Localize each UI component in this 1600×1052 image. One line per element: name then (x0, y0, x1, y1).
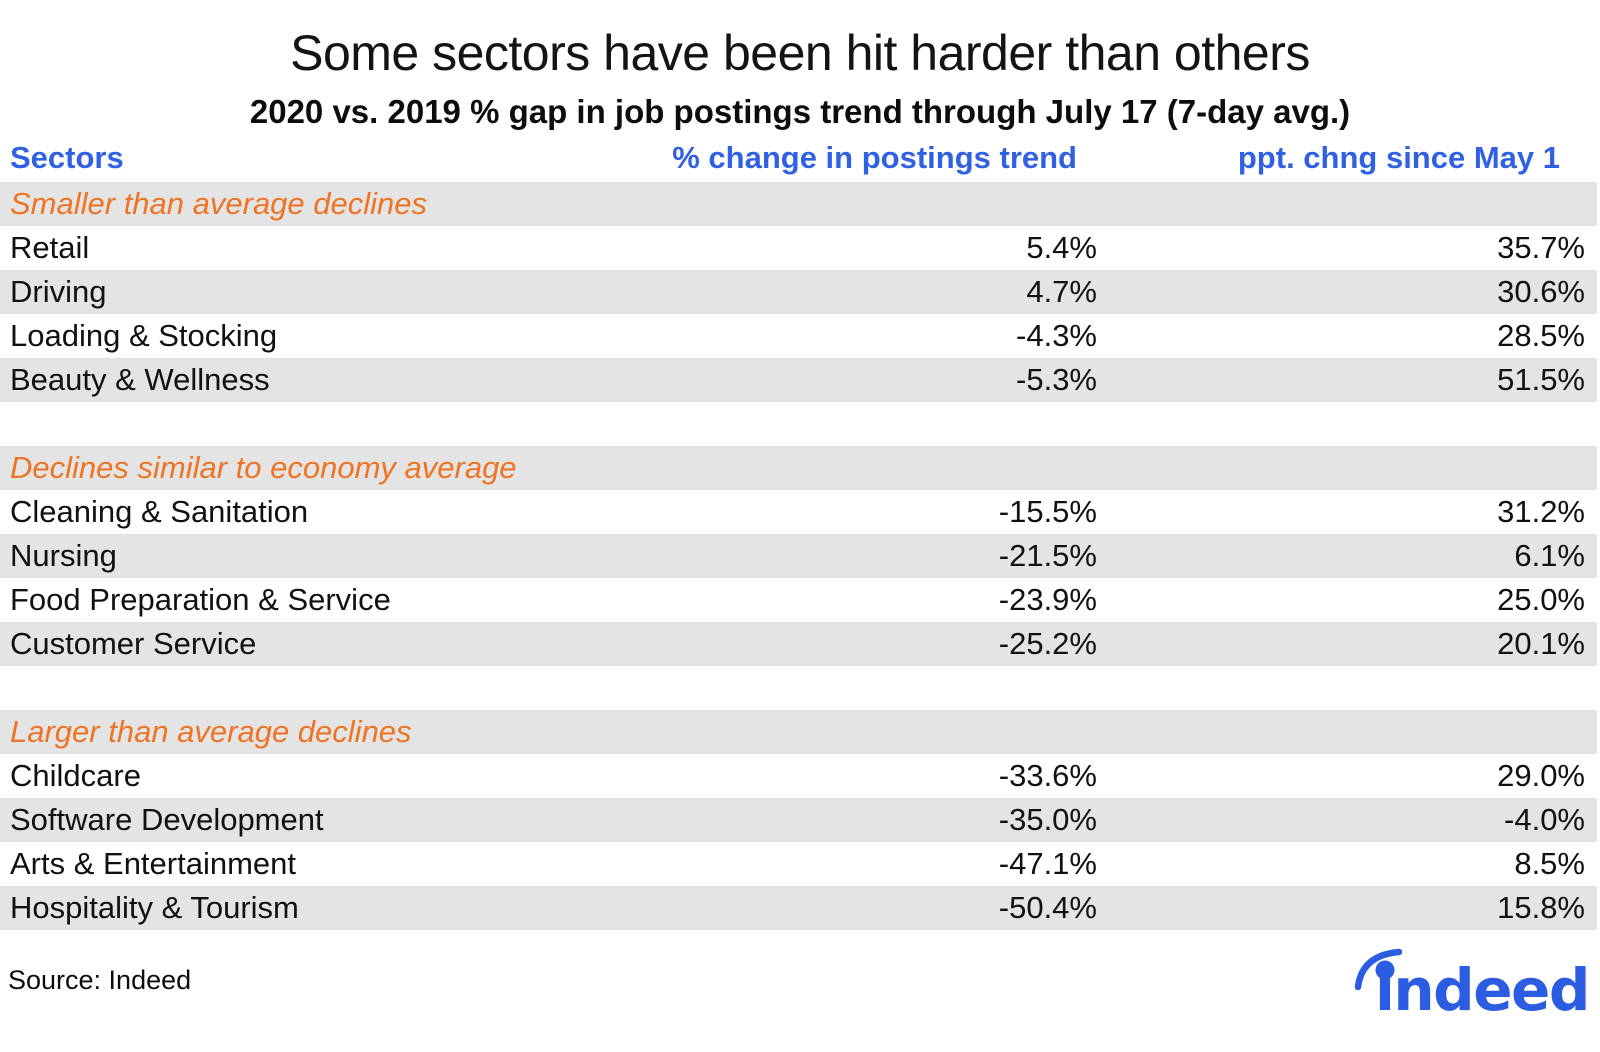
sector-cell: Hospitality & Tourism (10, 890, 299, 925)
group-label: Smaller than average declines (10, 186, 428, 221)
sectors-table: Sectors % change in postings trend ppt. … (0, 134, 1597, 930)
change-cell: -21.5% (998, 538, 1097, 573)
indeed-logo-arc (1354, 948, 1403, 991)
group-label: Declines similar to economy average (10, 450, 517, 485)
change-cell: -4.3% (1016, 318, 1097, 353)
ppt-cell: -4.0% (1504, 802, 1585, 837)
table-row-loading-stocking: Loading & Stocking -4.3% 28.5% (0, 314, 1597, 358)
ppt-cell: 6.1% (1514, 538, 1585, 573)
sector-cell: Arts & Entertainment (10, 846, 297, 881)
change-cell: -33.6% (998, 758, 1097, 793)
indeed-logo-icon: indeed (1354, 948, 1590, 1018)
chart-subtitle: 2020 vs. 2019 % gap in job postings tren… (249, 93, 1351, 130)
change-cell: 4.7% (1026, 274, 1097, 309)
ppt-cell: 51.5% (1497, 362, 1585, 397)
sector-cell: Driving (10, 274, 107, 309)
table-row-food-preparation: Food Preparation & Service -23.9% 25.0% (0, 578, 1597, 622)
column-header-ppt: ppt. chng since May 1 (1237, 140, 1560, 175)
table-row-nursing: Nursing -21.5% 6.1% (0, 534, 1597, 578)
chart-title: Some sectors have been hit harder than o… (290, 25, 1310, 81)
group-header-similar-declines: Declines similar to economy average (0, 446, 1597, 490)
ppt-cell: 28.5% (1497, 318, 1585, 353)
sector-cell: Loading & Stocking (10, 318, 278, 353)
group-label: Larger than average declines (10, 714, 412, 749)
change-cell: -47.1% (998, 846, 1097, 881)
change-cell: -25.2% (998, 626, 1097, 661)
sector-cell: Cleaning & Sanitation (10, 494, 309, 529)
ppt-cell: 35.7% (1497, 230, 1585, 265)
sector-cell: Food Preparation & Service (10, 582, 391, 617)
change-cell: -5.3% (1016, 362, 1097, 397)
sector-cell: Nursing (10, 538, 117, 573)
spacer-row (0, 402, 1597, 446)
group-header-larger-declines: Larger than average declines (0, 710, 1597, 754)
sector-cell: Childcare (10, 758, 141, 793)
table-row-customer-service: Customer Service -25.2% 20.1% (0, 622, 1597, 666)
table-row-childcare: Childcare -33.6% 29.0% (0, 754, 1597, 798)
ppt-cell: 29.0% (1497, 758, 1585, 793)
column-header-change: % change in postings trend (672, 140, 1077, 175)
sector-cell: Retail (10, 230, 90, 265)
group-header-smaller-declines: Smaller than average declines (0, 182, 1597, 226)
change-cell: -35.0% (998, 802, 1097, 837)
table-row-arts-entertainment: Arts & Entertainment -47.1% 8.5% (0, 842, 1597, 886)
chart-figure: Some sectors have been hit harder than o… (0, 24, 1600, 1022)
ppt-cell: 31.2% (1497, 494, 1585, 529)
spacer-row (0, 666, 1597, 710)
table-row-hospitality-tourism: Hospitality & Tourism -50.4% 15.8% (0, 886, 1597, 930)
sector-cell: Software Development (10, 802, 324, 837)
source-note: Source: Indeed (8, 964, 192, 995)
table-row-software-development: Software Development -35.0% -4.0% (0, 798, 1597, 842)
ppt-cell: 20.1% (1497, 626, 1585, 661)
indeed-logo-dot (1375, 960, 1395, 980)
table-row-beauty-wellness: Beauty & Wellness -5.3% 51.5% (0, 358, 1597, 402)
figure-footer: Source: Indeed indeed (0, 938, 1597, 1022)
change-cell: -15.5% (998, 494, 1097, 529)
indeed-wordmark: indeed (1375, 956, 1589, 1018)
table-row-cleaning-sanitation: Cleaning & Sanitation -15.5% 31.2% (0, 490, 1597, 534)
sector-cell: Customer Service (10, 626, 257, 661)
ppt-cell: 15.8% (1497, 890, 1585, 925)
change-cell: 5.4% (1026, 230, 1097, 265)
table-header-row: Sectors % change in postings trend ppt. … (0, 134, 1597, 182)
change-cell: -50.4% (998, 890, 1097, 925)
sector-cell: Beauty & Wellness (10, 362, 270, 397)
change-cell: -23.9% (998, 582, 1097, 617)
ppt-cell: 30.6% (1497, 274, 1585, 309)
indeed-logo: indeed (1353, 942, 1593, 1018)
table-row-driving: Driving 4.7% 30.6% (0, 270, 1597, 314)
ppt-cell: 25.0% (1497, 582, 1585, 617)
ppt-cell: 8.5% (1514, 846, 1585, 881)
column-header-sectors: Sectors (10, 140, 124, 175)
table-row-retail: Retail 5.4% 35.7% (0, 226, 1597, 270)
